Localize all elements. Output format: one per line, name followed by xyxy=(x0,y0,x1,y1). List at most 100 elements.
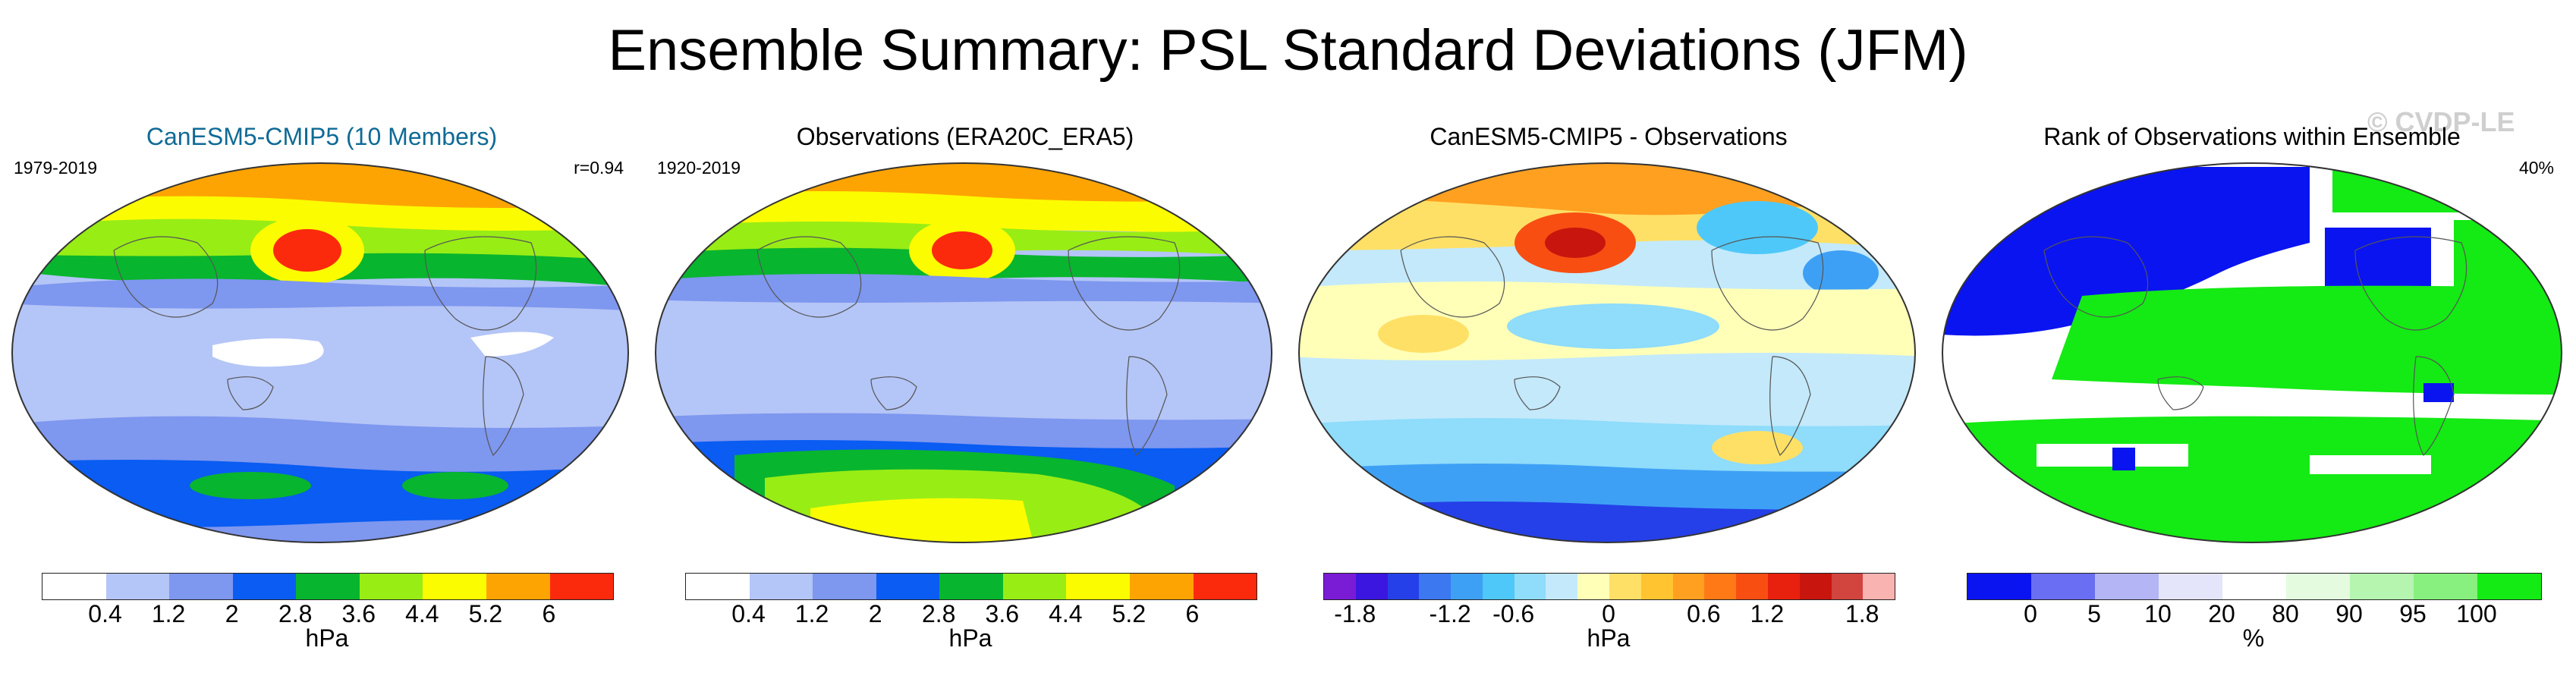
colorbar-cell xyxy=(1324,574,1356,599)
colorbar xyxy=(1323,573,1895,600)
colorbar-cell xyxy=(1863,574,1895,599)
map-plot xyxy=(655,162,1272,543)
period-label: 1920-2019 xyxy=(657,158,741,178)
map-outline xyxy=(1942,162,2562,543)
colorbar-cell xyxy=(486,574,550,599)
band-antarctic-yellow xyxy=(810,498,1038,542)
colorbar-tick-label: 0 xyxy=(2024,600,2037,627)
coastlines xyxy=(1400,236,1824,457)
colorbar-cell xyxy=(1002,574,1067,599)
colorbar-tick-label: 80 xyxy=(2272,600,2299,627)
period-label: 1979-2019 xyxy=(14,158,97,178)
colorbar-tick-label: 3.6 xyxy=(341,600,376,627)
colorbar-cell xyxy=(296,574,360,599)
colorbar-cell xyxy=(1799,574,1832,599)
region-pacific-high xyxy=(2052,285,2562,395)
colorbar-cell xyxy=(1355,574,1388,599)
colorbar-cell xyxy=(1577,574,1610,599)
colorbar-tick-label: 1.2 xyxy=(1750,600,1785,627)
colorbar-cell xyxy=(1609,574,1641,599)
colorbar-tick-label: 0.6 xyxy=(1687,600,1721,627)
colorbar-cell xyxy=(939,574,1003,599)
patch-tropical-low xyxy=(212,338,324,367)
colorbar-tick-label: 0 xyxy=(1602,600,1615,627)
colorbar-cell xyxy=(1546,574,1578,599)
colorbar-tick-label: 20 xyxy=(2208,600,2235,627)
blob-npacific-core xyxy=(1545,228,1606,258)
colorbar-cell xyxy=(2095,574,2159,599)
colorbar-cell xyxy=(2159,574,2222,599)
colorbar-cell xyxy=(1482,574,1514,599)
colorbar-cell xyxy=(1736,574,1768,599)
band-subtropics xyxy=(12,278,628,311)
blob-so-warm xyxy=(1712,431,1803,464)
colorbar-cell xyxy=(876,574,940,599)
colorbar-tick-label: 100 xyxy=(2456,600,2497,627)
region-arctic-green xyxy=(2332,167,2562,212)
coastlines xyxy=(756,236,1181,457)
band-antarctic-neg xyxy=(1299,501,1915,542)
blob-na-neg xyxy=(1697,201,1818,254)
colorbar-cell xyxy=(2222,574,2286,599)
colorbar-cell xyxy=(232,574,297,599)
watermark: © CVDP-LE xyxy=(2367,106,2515,137)
band-subtropics xyxy=(656,274,1272,303)
region-so-blue xyxy=(2112,448,2135,470)
colorbar-cell xyxy=(813,574,876,599)
colorbar-tick-label: 4.4 xyxy=(1049,600,1083,627)
map-outline xyxy=(11,162,629,543)
colorbar xyxy=(685,573,1257,600)
colorbar-cell xyxy=(1387,574,1420,599)
map-plot xyxy=(1942,162,2562,543)
colorbar-tick-label: 90 xyxy=(2335,600,2363,627)
colorbar-cell xyxy=(2031,574,2095,599)
colorbar-tick-label: 2 xyxy=(225,600,239,627)
colorbar-cell xyxy=(686,574,750,599)
panel-title: Rank of Observations within Ensemble xyxy=(2043,123,2461,150)
correlation-label: r=0.94 xyxy=(574,158,624,178)
colorbar-unit: hPa xyxy=(948,624,992,652)
colorbar-cell xyxy=(169,574,233,599)
colorbar-tick-label: 1.8 xyxy=(1845,600,1879,627)
panel-title: Observations (ERA20C_ERA5) xyxy=(796,123,1134,150)
colorbar-tick-label: 6 xyxy=(542,600,556,627)
colorbar-tick-label: 95 xyxy=(2399,600,2427,627)
panel-rank: Rank of Observations within Ensemble 40% xyxy=(1930,0,2574,676)
patch-tropical-low-2 xyxy=(470,332,554,357)
colorbar-cell xyxy=(2286,574,2350,599)
region-eq-blue xyxy=(2423,383,2454,402)
colorbar-tick-label: 4.4 xyxy=(405,600,439,627)
map-plot xyxy=(1298,162,1916,543)
colorbar-cell xyxy=(42,574,106,599)
colorbar-tick-label: 1.2 xyxy=(151,600,186,627)
colorbar-cell xyxy=(2350,574,2414,599)
blob-io-warm xyxy=(1378,315,1469,353)
colorbar-unit: hPa xyxy=(305,624,349,652)
colorbar-cell xyxy=(2414,574,2477,599)
colorbar-cell xyxy=(1767,574,1800,599)
blob-npacific-core xyxy=(932,231,992,269)
region-na-low xyxy=(2325,228,2431,288)
colorbar-cell xyxy=(1066,574,1130,599)
colorbar-tick-label: 5.2 xyxy=(468,600,503,627)
map-outline xyxy=(1298,162,1916,543)
colorbar xyxy=(1967,573,2542,600)
percent-label: 40% xyxy=(2518,158,2554,178)
colorbar-tick-label: -1.2 xyxy=(1429,600,1471,627)
region-so-white-2 xyxy=(2310,455,2431,474)
coastlines xyxy=(2043,236,2467,457)
coastlines xyxy=(113,236,537,457)
colorbar-cell xyxy=(749,574,813,599)
colorbar-tick-label: 5.2 xyxy=(1112,600,1146,627)
colorbar-cell xyxy=(105,574,170,599)
colorbar-cell xyxy=(1129,574,1194,599)
colorbar-tick-label: 0.4 xyxy=(88,600,122,627)
colorbar-tick-label: 2 xyxy=(868,600,882,627)
colorbar-tick-label: -0.6 xyxy=(1492,600,1535,627)
map-outline xyxy=(655,162,1272,543)
colorbar xyxy=(42,573,614,600)
colorbar-tick-label: 0.4 xyxy=(731,600,766,627)
panel-title: CanESM5-CMIP5 - Observations xyxy=(1430,123,1788,150)
colorbar-cell xyxy=(1704,574,1737,599)
colorbar-cell xyxy=(549,574,614,599)
